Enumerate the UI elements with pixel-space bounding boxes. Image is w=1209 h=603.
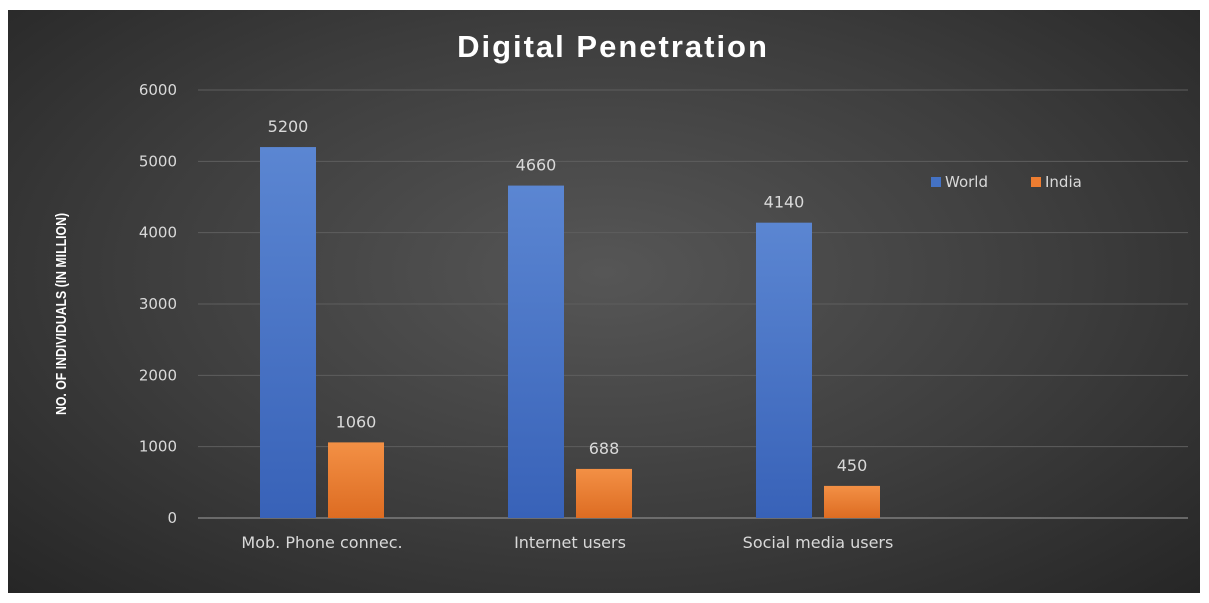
chart-svg: Digital Penetration 0 1000 2000 3000 4000 500… bbox=[53, 29, 1188, 552]
data-label-world: 5200 bbox=[268, 117, 309, 136]
y-tick-label: 1000 bbox=[139, 438, 177, 456]
legend: World India bbox=[931, 173, 1082, 191]
y-tick-label: 5000 bbox=[139, 152, 177, 170]
y-tick-label: 0 bbox=[167, 509, 177, 527]
legend-label-india: India bbox=[1045, 173, 1082, 191]
chart-frame: Digital Penetration 0 1000 2000 3000 4000 500… bbox=[8, 10, 1200, 593]
bar-india bbox=[824, 485, 880, 518]
bar-world bbox=[756, 222, 812, 518]
labels-layer: 5200 1060 Mob. Phone connec. 4660 688 Interne… bbox=[241, 117, 893, 552]
bars-layer bbox=[260, 147, 880, 519]
y-axis-label: NO. OF INDIVIDUALS (IN MILLION) bbox=[53, 213, 69, 415]
legend-swatch-india bbox=[1031, 177, 1041, 187]
y-tick-label: 2000 bbox=[139, 366, 177, 384]
y-tick-label: 4000 bbox=[139, 224, 177, 242]
bar-india bbox=[328, 442, 384, 518]
bar-india bbox=[576, 468, 632, 518]
data-label-world: 4660 bbox=[516, 156, 557, 175]
legend-label-world: World bbox=[945, 173, 988, 191]
x-tick-label: Mob. Phone connec. bbox=[241, 533, 402, 552]
data-label-india: 1060 bbox=[336, 412, 377, 431]
legend-swatch-world bbox=[931, 177, 941, 187]
data-label-india: 450 bbox=[837, 456, 868, 475]
data-label-india: 688 bbox=[589, 439, 620, 458]
x-tick-label: Social media users bbox=[743, 533, 894, 552]
x-tick-label: Internet users bbox=[514, 533, 626, 552]
y-tick-label: 6000 bbox=[139, 81, 177, 99]
bar-world bbox=[260, 147, 316, 519]
chart-title: Digital Penetration bbox=[457, 29, 769, 64]
data-label-world: 4140 bbox=[764, 193, 805, 212]
bar-world bbox=[508, 185, 564, 518]
grid-layer: 0 1000 2000 3000 4000 5000 6000 bbox=[139, 81, 1188, 527]
y-tick-label: 3000 bbox=[139, 295, 177, 313]
